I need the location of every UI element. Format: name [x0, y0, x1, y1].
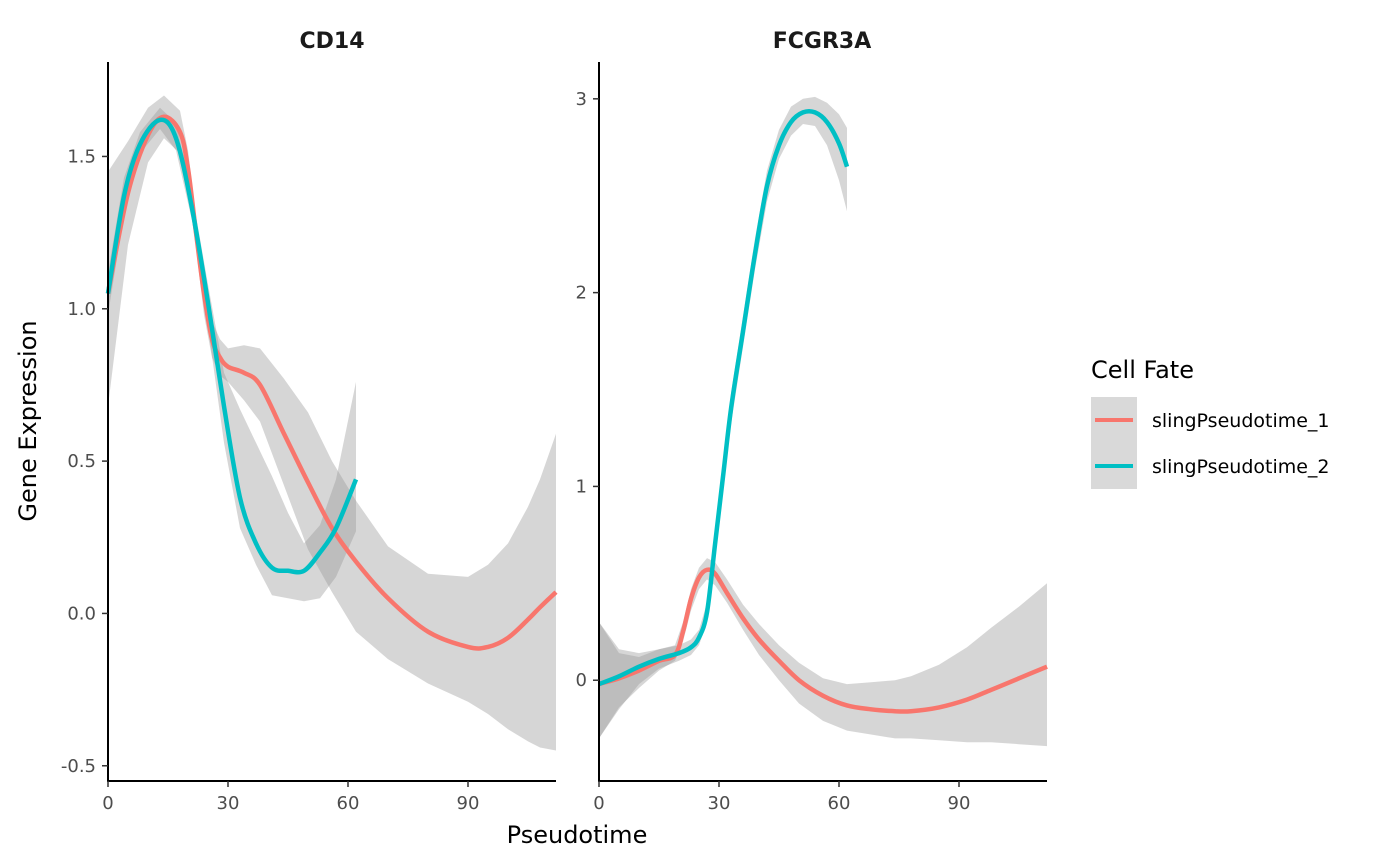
- x-axis-title: Pseudotime: [507, 821, 648, 849]
- series-lines: [598, 108, 1048, 714]
- x-ticks: 0 30 60 90: [102, 781, 479, 814]
- x-tick-label: 90: [457, 793, 480, 814]
- series-lines: [105, 114, 558, 651]
- series-line-2: [105, 117, 359, 575]
- panel-title-cd14: CD14: [299, 29, 364, 54]
- y-tick-label: 0.0: [67, 603, 96, 624]
- y-tick-label: 1.0: [67, 299, 96, 320]
- y-tick-label: 2: [576, 283, 587, 304]
- axes: [598, 62, 1047, 782]
- y-tick-label: 0: [576, 670, 587, 691]
- series-line-2: [598, 108, 850, 687]
- x-tick-label: 0: [593, 793, 604, 814]
- y-tick-label: 0.5: [67, 451, 96, 472]
- x-tick-label: 30: [708, 793, 731, 814]
- confidence-band-1: [599, 558, 1047, 747]
- x-tick-label: 60: [337, 793, 360, 814]
- legend-label-2: slingPseudotime_2: [1152, 456, 1330, 478]
- series-line-1: [105, 114, 558, 651]
- legend-item: slingPseudotime_2: [1091, 443, 1330, 489]
- confidence-bands: [108, 95, 556, 751]
- y-tick-label: -0.5: [61, 756, 96, 777]
- confidence-bands: [599, 96, 1047, 747]
- y-tick-label: 3: [576, 89, 587, 110]
- panel-cd14: CD14 0 30 60 90 -0.5 0.0 0.5 1.0 1.5: [61, 29, 558, 814]
- panel-title-fcgr3a: FCGR3A: [773, 29, 872, 54]
- x-tick-label: 90: [948, 793, 971, 814]
- panel-fcgr3a: FCGR3A 0 30 60 90 0 1 2 3: [576, 29, 1048, 814]
- legend-title: Cell Fate: [1091, 356, 1194, 384]
- y-tick-label: 1.5: [67, 146, 96, 167]
- x-tick-label: 60: [828, 793, 851, 814]
- y-tick-label: 1: [576, 476, 587, 497]
- confidence-band-1: [108, 95, 556, 751]
- x-tick-label: 30: [217, 793, 240, 814]
- legend-item: slingPseudotime_1: [1091, 397, 1330, 443]
- legend-label-1: slingPseudotime_1: [1152, 410, 1330, 432]
- x-ticks: 0 30 60 90: [593, 781, 970, 814]
- axes: [107, 62, 556, 782]
- legend: Cell Fate slingPseudotime_1 slingPseudot…: [1091, 356, 1330, 489]
- y-ticks: 0 1 2 3: [576, 89, 599, 691]
- x-tick-label: 0: [102, 793, 113, 814]
- y-ticks: -0.5 0.0 0.5 1.0 1.5: [61, 146, 108, 777]
- y-axis-title: Gene Expression: [14, 320, 42, 521]
- confidence-band-2: [599, 96, 847, 739]
